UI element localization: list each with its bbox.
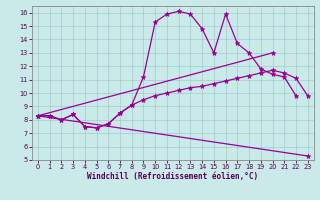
X-axis label: Windchill (Refroidissement éolien,°C): Windchill (Refroidissement éolien,°C) [87,172,258,181]
